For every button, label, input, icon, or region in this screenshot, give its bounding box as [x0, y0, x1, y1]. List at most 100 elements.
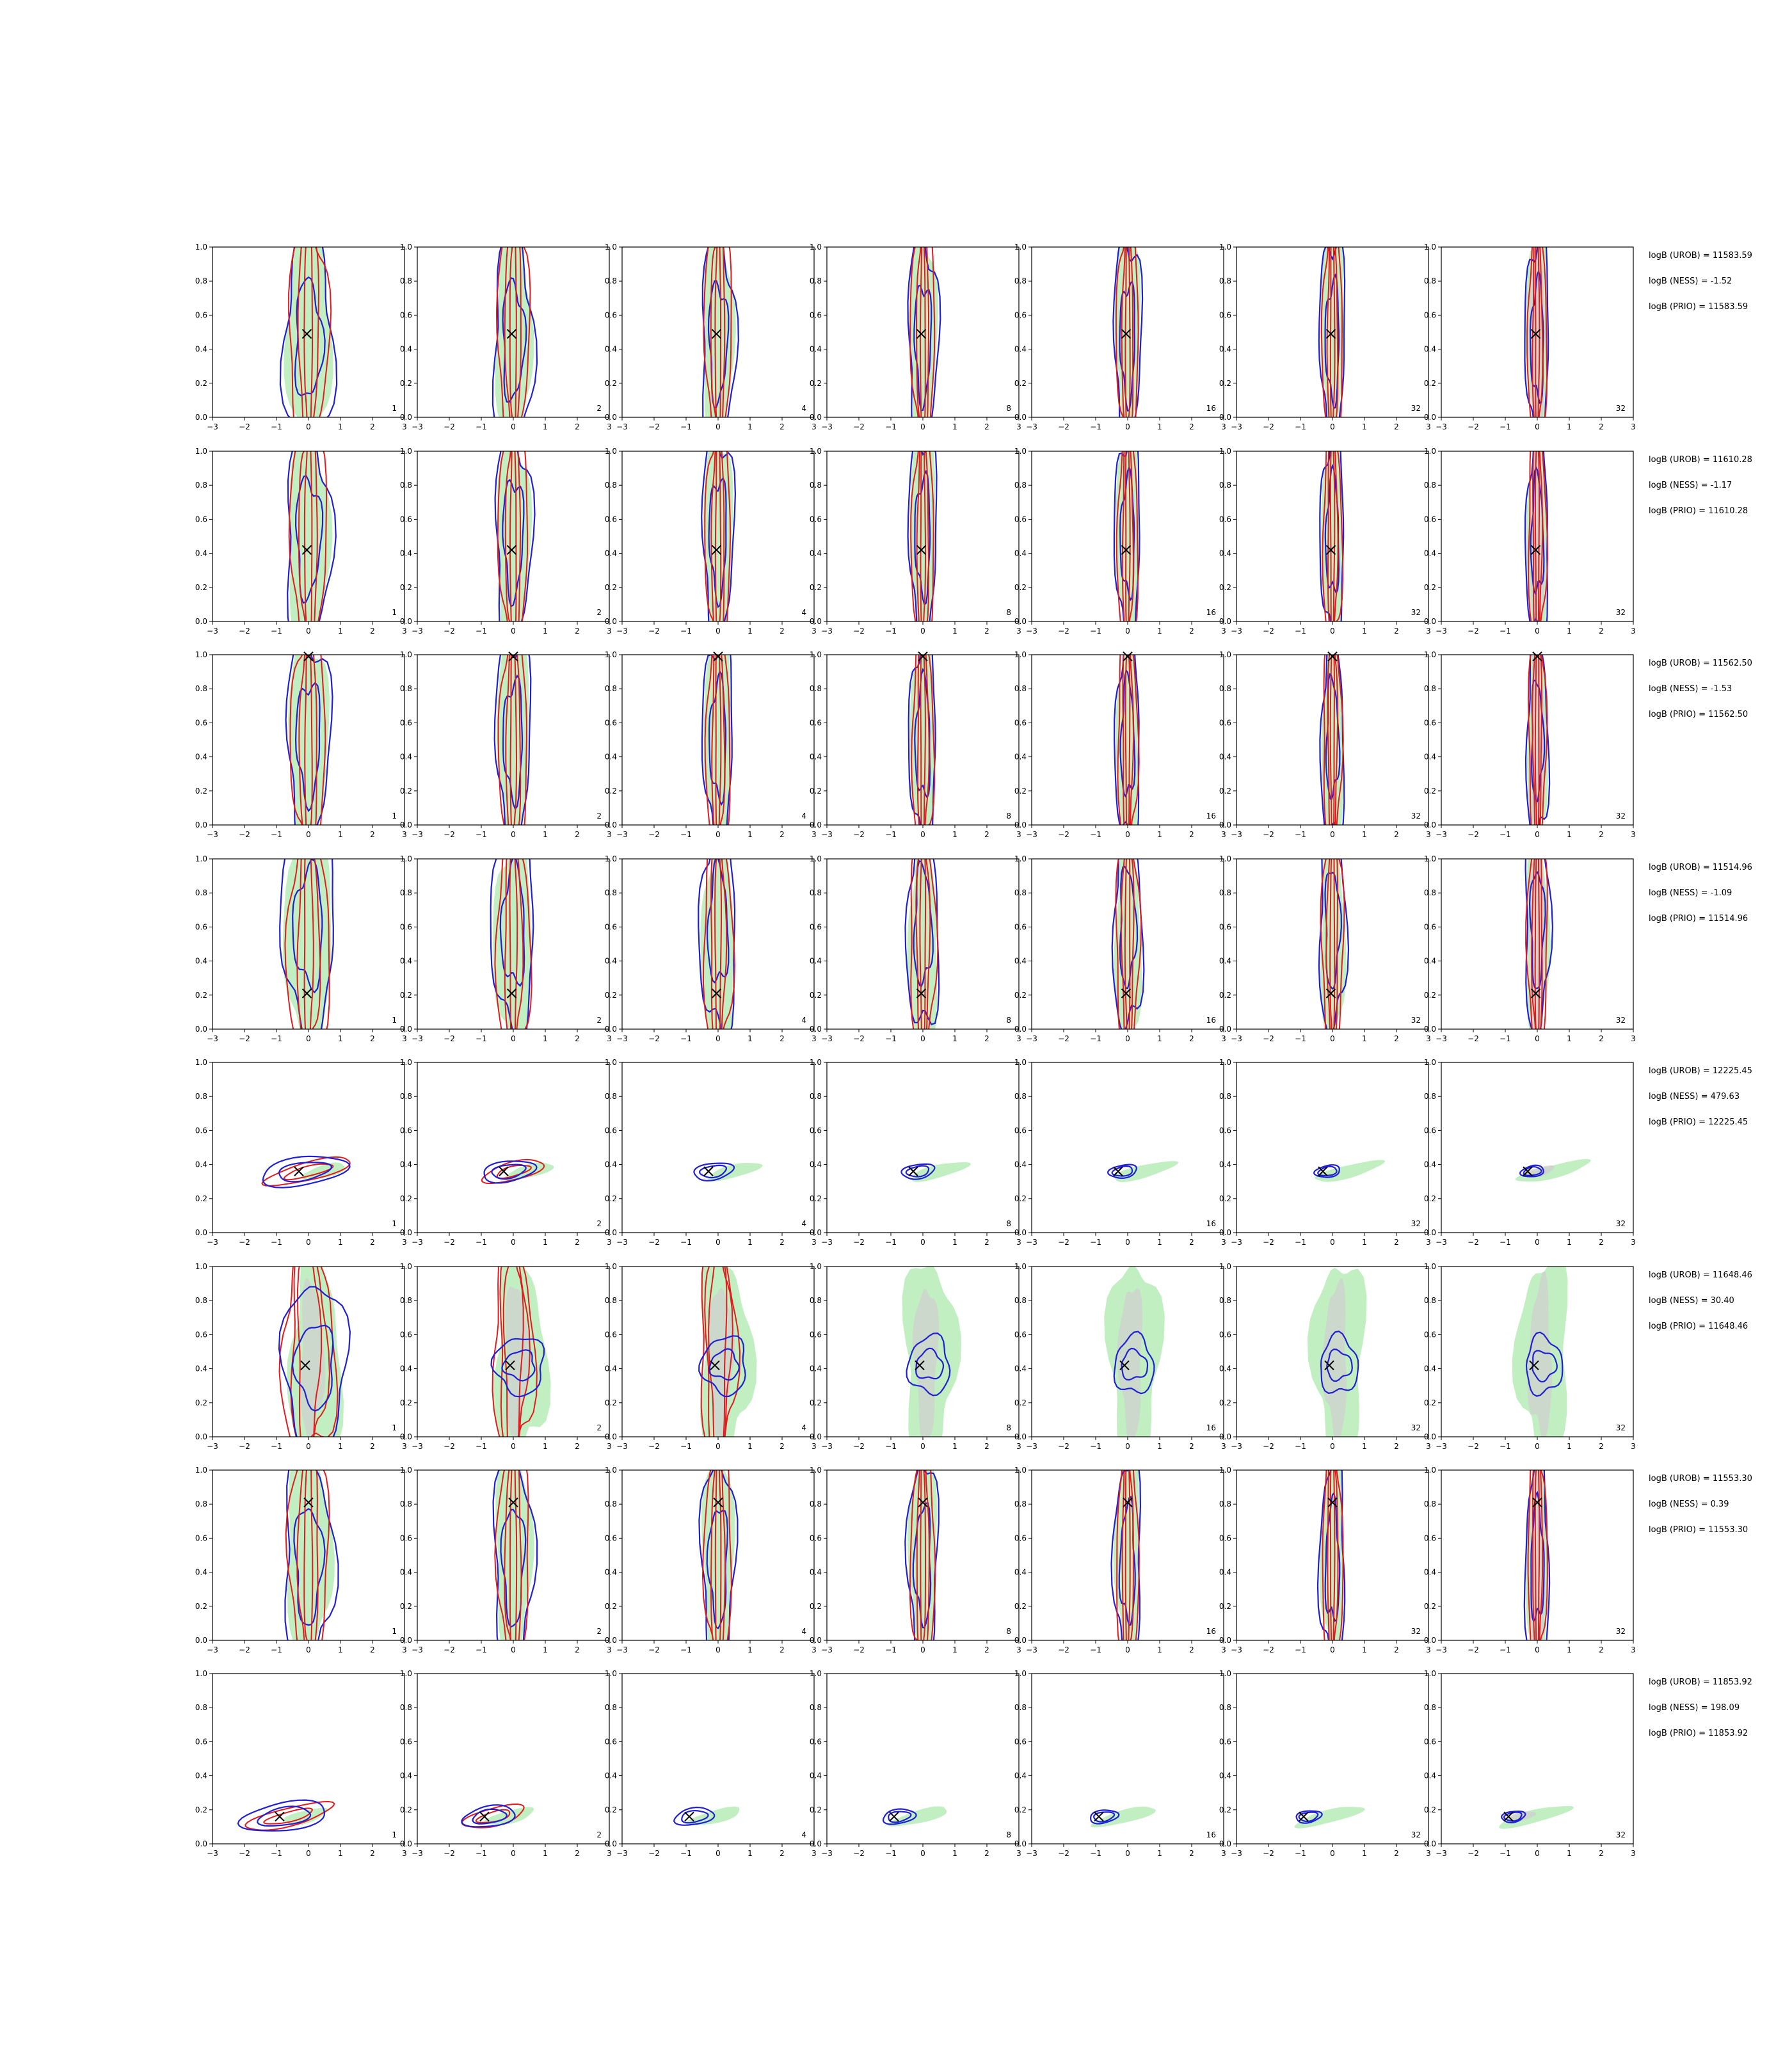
- panel-label: 4: [801, 1830, 806, 1839]
- red-contour: [499, 1267, 531, 1437]
- y-tick-label: 0.4: [1424, 1772, 1436, 1780]
- y-tick-label: 0.6: [400, 515, 412, 524]
- subplot-r6-c2: −3 −2 −1 0 1 2 30.00.20.40.60.81.02: [400, 1262, 612, 1451]
- x-tick-label: 0: [306, 830, 311, 839]
- x-tick-label: −3: [207, 1034, 218, 1043]
- red-contour: [285, 1470, 330, 1640]
- red-contour: [481, 1158, 545, 1185]
- y-tick-label: 0.6: [810, 922, 822, 931]
- red-contour: [1120, 859, 1135, 1029]
- red-contour: [1329, 655, 1335, 825]
- x-tick-label: 0: [920, 830, 925, 839]
- x-tick-label: 3: [1016, 1034, 1021, 1043]
- y-tick-label: 0.8: [1219, 1703, 1231, 1712]
- x-tick-label: 2: [1394, 627, 1399, 636]
- panel-label: 2: [596, 1016, 602, 1025]
- subplot-r5-c3: −3 −2 −1 0 1 2 30.00.20.40.60.81.04: [605, 1058, 817, 1247]
- y-tick-label: 0.4: [1424, 1364, 1436, 1373]
- x-tick-label: −1: [1500, 1645, 1511, 1654]
- subplot-r8-c5: −3 −2 −1 0 1 2 30.00.20.40.60.81.016: [1014, 1669, 1226, 1858]
- y-tick-label: 0.4: [1219, 957, 1231, 966]
- logb-annotation: logB (NESS) = -1.17: [1649, 481, 1732, 490]
- red-contour: [303, 1470, 314, 1640]
- blue-contour: [1113, 655, 1140, 825]
- x-tick-label: 2: [370, 1645, 375, 1654]
- x-tick-label: 0: [1330, 1034, 1335, 1043]
- density-fill: [701, 1470, 735, 1640]
- x-tick-label: 0: [306, 422, 311, 431]
- y-tick-label: 0.0: [810, 617, 822, 626]
- x-tick-label: 2: [1599, 1238, 1604, 1247]
- y-tick-label: 0.6: [1424, 1533, 1436, 1542]
- x-tick-label: 0: [1330, 1645, 1335, 1654]
- x-tick-label: 1: [1567, 422, 1572, 431]
- red-contour: [920, 655, 926, 825]
- subplot-r2-c3: −3 −2 −1 0 1 2 30.00.20.40.60.81.04: [605, 447, 817, 636]
- x-tick-label: −3: [1436, 422, 1447, 431]
- y-tick-label: 0.0: [195, 1025, 207, 1034]
- x-tick-label: −3: [616, 1034, 628, 1043]
- x-tick-label: −3: [616, 422, 628, 431]
- contour-group: [1307, 1267, 1367, 1437]
- x-tick-label: 3: [402, 1442, 407, 1451]
- x-tick-label: 1: [1157, 1034, 1162, 1043]
- red-contour: [495, 247, 531, 417]
- x-tick-label: −2: [1058, 1645, 1069, 1654]
- x-tick-label: 2: [1599, 1034, 1604, 1043]
- x-tick-label: 1: [1567, 830, 1572, 839]
- x-tick-label: −1: [1295, 422, 1306, 431]
- y-tick-label: 0.2: [1014, 1398, 1027, 1407]
- blue-contour: [888, 1811, 912, 1823]
- truth-marker: [1325, 545, 1336, 555]
- x-tick-label: −1: [1295, 1034, 1306, 1043]
- x-tick-label: 3: [1631, 1442, 1636, 1451]
- panel-label: 2: [596, 608, 602, 617]
- red-contour: [1535, 247, 1540, 417]
- red-contour: [296, 1470, 319, 1640]
- x-tick-label: −1: [1090, 830, 1101, 839]
- x-tick-label: −1: [1500, 1238, 1511, 1247]
- blue-contour: [483, 1160, 538, 1184]
- contour-group: [284, 1470, 339, 1640]
- panel-label: 32: [1411, 1627, 1421, 1636]
- contour-group: [493, 655, 532, 825]
- blue-contour: [1111, 1165, 1133, 1177]
- red-contour: [1320, 859, 1345, 1029]
- y-tick-label: 0.4: [1424, 1568, 1436, 1577]
- blue-contour: [490, 859, 534, 1029]
- red-contour: [303, 859, 314, 1029]
- x-tick-label: 2: [575, 1238, 580, 1247]
- y-tick-label: 1.0: [1424, 650, 1436, 659]
- red-contour: [710, 859, 728, 1029]
- y-tick-label: 0.4: [1219, 1568, 1231, 1577]
- y-tick-label: 0.2: [1424, 787, 1436, 796]
- x-tick-label: −3: [1436, 1442, 1447, 1451]
- x-tick-label: 3: [1221, 627, 1226, 636]
- y-tick-label: 1.0: [1424, 1058, 1436, 1067]
- x-tick-label: −3: [821, 1849, 833, 1858]
- x-tick-label: 3: [607, 1238, 612, 1247]
- y-tick-label: 0.6: [1219, 1126, 1231, 1135]
- truth-marker: [1121, 545, 1132, 555]
- x-tick-label: −2: [648, 1849, 660, 1858]
- blue-contour: [913, 284, 932, 412]
- red-contour: [1117, 655, 1140, 825]
- x-tick-label: 1: [1362, 1645, 1367, 1654]
- x-tick-label: −1: [1090, 1034, 1101, 1043]
- y-tick-label: 0.0: [1014, 1636, 1027, 1645]
- x-tick-label: 0: [511, 627, 516, 636]
- blue-contour: [707, 280, 730, 408]
- red-contour: [1124, 451, 1131, 621]
- x-tick-label: −2: [1058, 1442, 1069, 1451]
- axes-frame: [621, 1062, 815, 1233]
- y-tick-label: 0.4: [195, 1568, 207, 1577]
- y-tick-label: 0.6: [400, 718, 412, 727]
- red-contour: [714, 859, 722, 1029]
- x-tick-label: 2: [575, 1034, 580, 1043]
- truth-marker: [1094, 1811, 1104, 1822]
- y-tick-label: 0.4: [1014, 1160, 1027, 1169]
- y-tick-label: 0.8: [1014, 1092, 1027, 1101]
- y-tick-label: 1.0: [810, 1058, 822, 1067]
- x-tick-label: 0: [511, 422, 516, 431]
- y-tick-label: 0.2: [400, 583, 412, 592]
